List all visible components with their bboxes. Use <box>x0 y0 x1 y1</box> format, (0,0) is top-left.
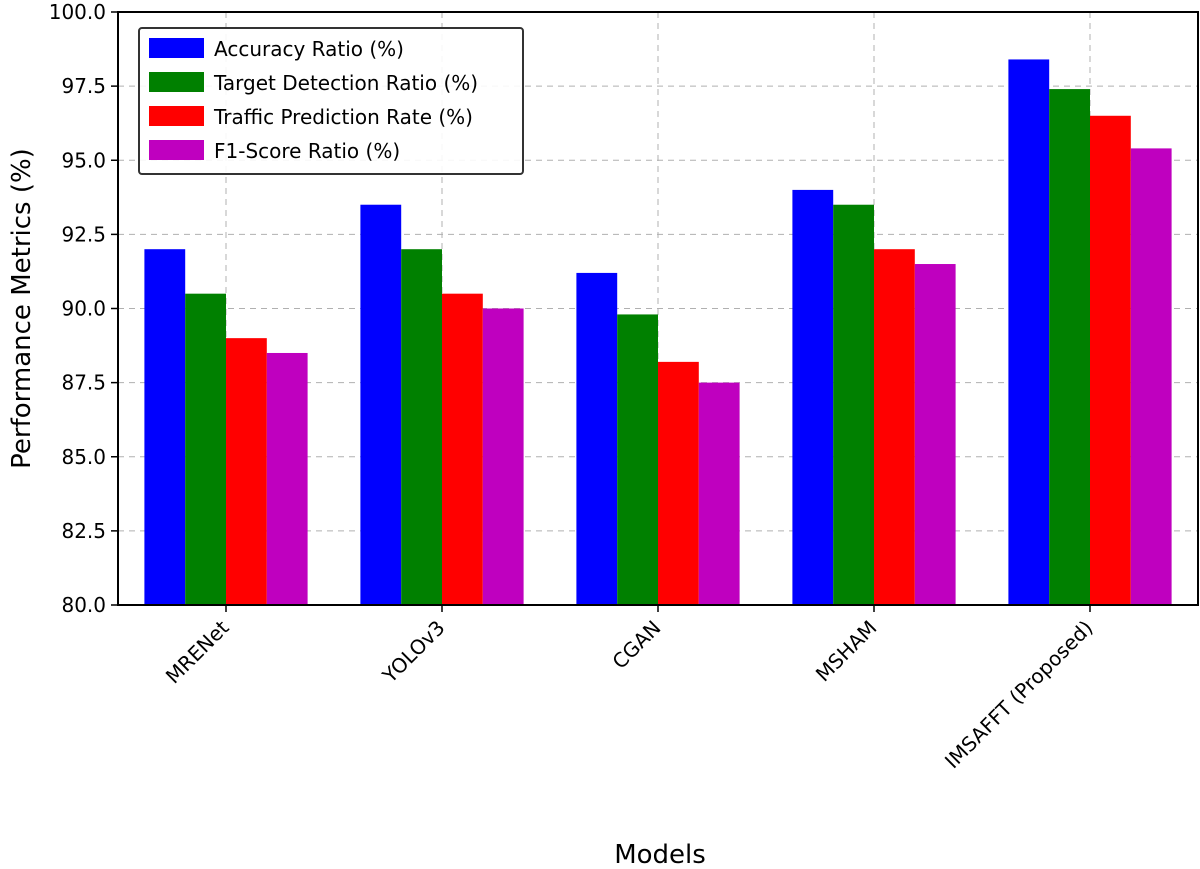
legend-label: Target Detection Ratio (%) <box>213 71 478 95</box>
bar <box>658 361 699 605</box>
y-tick-label: 85.0 <box>61 445 106 469</box>
bar <box>792 189 834 605</box>
legend-frame <box>138 27 524 175</box>
x-axis-label: Models <box>614 840 706 869</box>
bar <box>1008 59 1050 605</box>
bar <box>185 293 226 605</box>
y-tick-label: 87.5 <box>61 371 106 395</box>
x-tick-label: YOLOv3 <box>377 616 450 689</box>
bar <box>401 249 442 605</box>
y-tick-label: 90.0 <box>61 297 106 321</box>
bar <box>482 308 524 605</box>
bar <box>914 264 956 605</box>
bar <box>1049 89 1090 606</box>
legend-label: Traffic Prediction Rate (%) <box>213 105 473 129</box>
bar <box>1130 148 1172 605</box>
legend: Accuracy Ratio (%) Target Detection Ratio… <box>138 27 524 175</box>
x-tick-label: MSHAM <box>811 616 882 687</box>
x-axis: MRENet YOLOv3 CGAN MSHAM IMSAFFT (Proposed) <box>161 605 1098 773</box>
legend-swatch <box>149 106 204 126</box>
legend-swatch <box>149 72 204 92</box>
bar <box>874 249 915 605</box>
legend-label: Accuracy Ratio (%) <box>214 37 404 61</box>
y-tick-label: 92.5 <box>61 222 106 246</box>
bar <box>360 204 402 605</box>
bars <box>144 59 1172 606</box>
bar <box>442 293 483 605</box>
y-axis: 80.0 82.5 85.0 87.5 90.0 92.5 95.0 97.5 100.0 <box>49 0 118 617</box>
bar <box>833 204 874 605</box>
x-tick-label: MRENet <box>161 615 234 688</box>
bar <box>144 249 186 605</box>
y-tick-label: 80.0 <box>61 593 106 617</box>
y-tick-label: 97.5 <box>61 74 106 98</box>
legend-label: F1-Score Ratio (%) <box>214 139 400 163</box>
y-axis-label: Performance Metrics (%) <box>7 148 37 469</box>
x-tick-label: IMSAFFT (Proposed) <box>940 616 1098 774</box>
bar <box>1090 115 1131 606</box>
bar <box>576 272 618 605</box>
bar <box>617 314 658 605</box>
y-tick-label: 95.0 <box>61 148 106 172</box>
bar <box>226 338 267 605</box>
y-tick-label: 82.5 <box>61 519 106 543</box>
legend-swatch <box>149 140 204 160</box>
bar <box>698 382 740 605</box>
bar <box>266 352 308 605</box>
legend-swatch <box>149 38 204 58</box>
x-tick-label: CGAN <box>607 616 665 674</box>
y-tick-label: 100.0 <box>49 0 106 24</box>
